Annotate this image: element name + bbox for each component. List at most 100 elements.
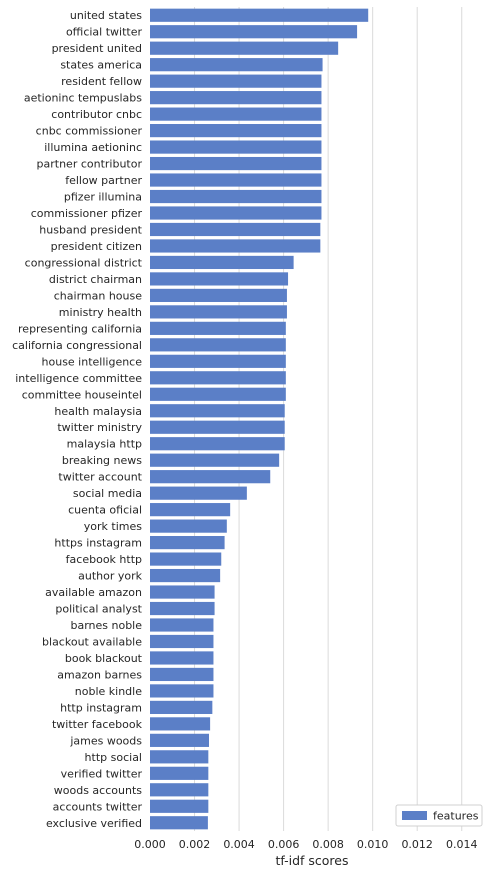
bar — [150, 74, 322, 88]
bar — [150, 453, 280, 467]
bar — [150, 486, 247, 500]
y-tick-label: partner contributor — [37, 158, 143, 171]
x-axis-title: tf-idf scores — [275, 853, 348, 868]
y-tick-label: representing california — [18, 322, 142, 335]
y-tick-label: accounts twitter — [53, 800, 143, 813]
bar — [150, 239, 321, 253]
bars — [150, 8, 369, 830]
bar — [150, 173, 322, 187]
y-tick-label: https instagram — [54, 537, 142, 550]
x-tick-labels: 0.000 0.002 0.004 0.006 0.008 0.010 0.012 0.014 — [134, 838, 477, 851]
y-tick-label: official twitter — [66, 26, 143, 39]
bar — [150, 354, 286, 368]
bar — [150, 272, 289, 286]
bar — [150, 338, 286, 352]
bar — [150, 552, 222, 566]
legend: features — [395, 804, 483, 827]
x-tick-label: 0.004 — [223, 838, 255, 851]
bar — [150, 816, 208, 830]
legend-swatch — [402, 811, 427, 820]
y-tick-label: aetioninc tempuslabs — [24, 92, 142, 105]
bar — [150, 206, 322, 220]
bar — [150, 371, 286, 385]
bar — [150, 8, 369, 22]
y-tick-label: commissioner pfizer — [31, 207, 143, 220]
x-tick-label: 0.010 — [357, 838, 389, 851]
bar — [150, 601, 215, 616]
y-tick-label: york times — [84, 520, 142, 533]
x-tick-label: 0.002 — [179, 838, 211, 851]
bar — [150, 766, 209, 780]
y-tick-label: http social — [85, 751, 142, 764]
bar — [150, 189, 322, 204]
y-tick-labels: united states official twitter president u… — [12, 9, 143, 830]
y-tick-label: ministry health — [59, 306, 142, 319]
bar — [150, 420, 285, 434]
bar — [150, 470, 271, 484]
bar — [150, 733, 210, 747]
y-tick-label: noble kindle — [75, 685, 142, 698]
y-tick-label: health malaysia — [54, 405, 142, 418]
bar — [150, 667, 214, 682]
y-tick-label: resident fellow — [61, 75, 142, 88]
x-tick-label: 0.012 — [401, 838, 433, 851]
x-tick-label: 0.014 — [446, 838, 478, 851]
bar — [150, 222, 321, 237]
y-tick-label: contributor cnbc — [51, 108, 142, 121]
bar — [150, 305, 287, 319]
bar — [150, 25, 358, 39]
bar — [150, 288, 287, 302]
bar — [150, 750, 209, 764]
bar — [150, 107, 322, 121]
bar — [150, 519, 227, 533]
bar — [150, 124, 322, 138]
y-tick-label: congressional district — [25, 256, 143, 269]
y-tick-label: malaysia http — [67, 438, 142, 451]
y-tick-label: states america — [60, 59, 142, 72]
bar — [150, 255, 294, 270]
y-tick-label: http instagram — [60, 701, 142, 714]
y-tick-label: twitter account — [58, 471, 142, 484]
bar — [150, 91, 322, 105]
y-tick-label: author york — [78, 570, 143, 583]
y-tick-label: available amazon — [45, 586, 142, 599]
y-tick-label: intelligence committee — [15, 372, 142, 385]
x-tick-label: 0.008 — [312, 838, 344, 851]
bar — [150, 568, 221, 583]
y-tick-label: cnbc commissioner — [36, 125, 143, 138]
bar — [150, 634, 214, 649]
bar — [150, 387, 286, 401]
y-tick-label: woods accounts — [54, 784, 142, 797]
y-tick-label: barnes noble — [70, 619, 142, 632]
y-tick-label: cuenta oficial — [68, 504, 142, 517]
y-tick-label: james woods — [69, 734, 142, 747]
y-tick-label: fellow partner — [65, 174, 142, 187]
y-tick-label: house intelligence — [42, 355, 143, 368]
bar — [150, 437, 285, 451]
y-tick-label: blackout available — [42, 635, 142, 648]
y-tick-label: california congressional — [12, 339, 142, 352]
y-tick-label: chairman house — [54, 289, 142, 302]
bar — [150, 618, 214, 632]
bar — [150, 503, 231, 517]
y-tick-label: president citizen — [51, 240, 142, 253]
y-tick-label: breaking news — [62, 454, 142, 467]
y-tick-label: united states — [70, 9, 142, 22]
y-tick-label: illumina aetioninc — [44, 141, 142, 154]
bar — [150, 717, 211, 731]
bar — [150, 321, 286, 335]
y-tick-label: political analyst — [55, 603, 142, 616]
y-tick-label: husband president — [39, 223, 142, 236]
bar — [150, 700, 213, 714]
y-tick-label: social media — [73, 487, 142, 500]
y-tick-label: verified twitter — [61, 767, 143, 780]
y-tick-label: amazon barnes — [57, 668, 142, 681]
legend-entry-features: features — [433, 810, 479, 823]
bar — [150, 799, 209, 813]
x-tick-label: 0.006 — [268, 838, 300, 851]
bar — [150, 684, 214, 698]
y-tick-label: exclusive verified — [46, 817, 142, 830]
bar — [150, 536, 225, 550]
x-tick-label: 0.000 — [134, 838, 166, 851]
